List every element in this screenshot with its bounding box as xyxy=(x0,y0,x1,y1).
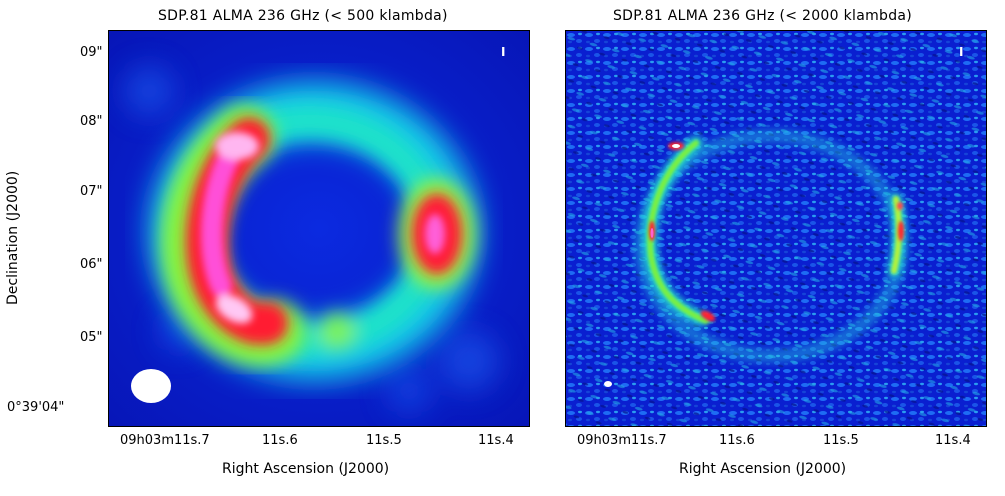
left-image-frame: I xyxy=(108,30,530,427)
right-image-frame: I xyxy=(565,30,987,427)
y-tick-05: 05" xyxy=(80,330,103,345)
x-axis-label-right: Right Ascension (J2000) xyxy=(679,461,847,477)
right-radio-image xyxy=(566,31,986,426)
beam-ellipse-small xyxy=(604,381,612,387)
x-tick-11-7: 09h03m11s.7 xyxy=(120,433,210,448)
x-tick-r-11-6: 11s.6 xyxy=(719,433,755,448)
left-radio-image xyxy=(109,31,529,426)
y-tick-07: 07" xyxy=(80,184,103,199)
y-axis-label-wrapper: Declination (J2000) xyxy=(5,171,25,315)
y-tick-08: 08" xyxy=(80,114,103,129)
left-panel-title: SDP.81 ALMA 236 GHz (< 500 klambda) xyxy=(158,8,448,24)
x-tick-11-5: 11s.5 xyxy=(366,433,402,448)
y-tick-04: 0°39'04" xyxy=(7,400,65,415)
stokes-label-right: I xyxy=(959,45,964,59)
x-tick-r-11-4: 11s.4 xyxy=(935,433,971,448)
x-tick-r-11-7: 09h03m11s.7 xyxy=(577,433,667,448)
beam-ellipse xyxy=(131,369,171,403)
y-axis-label: Declination (J2000) xyxy=(5,170,21,305)
x-tick-11-4: 11s.4 xyxy=(478,433,514,448)
y-tick-09: 09" xyxy=(80,45,103,60)
stokes-label-left: I xyxy=(501,45,506,59)
y-tick-06: 06" xyxy=(80,257,103,272)
right-panel-title: SDP.81 ALMA 236 GHz (< 2000 klambda) xyxy=(613,8,913,24)
x-tick-r-11-5: 11s.5 xyxy=(823,433,859,448)
x-tick-11-6: 11s.6 xyxy=(262,433,298,448)
x-axis-label-left: Right Ascension (J2000) xyxy=(222,461,390,477)
